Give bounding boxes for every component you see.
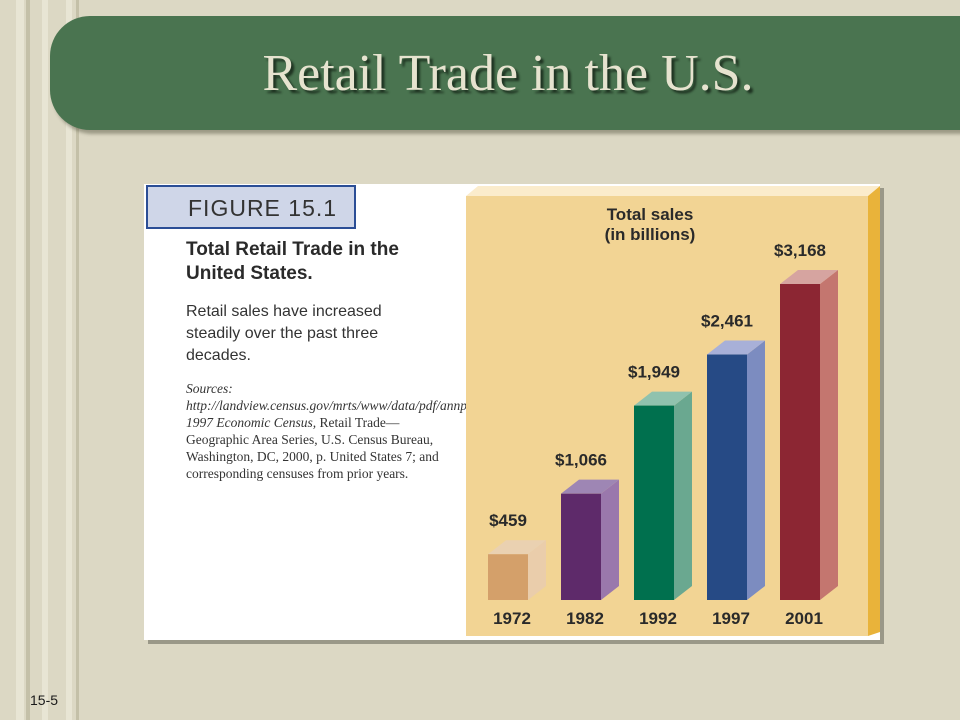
data-label: $1,949 [628,363,680,382]
sources-prefix: Sources: [186,381,233,396]
chart-title-line: (in billions) [605,225,696,244]
bar-side [820,270,838,600]
category-label: 1982 [566,609,604,628]
bar-side [528,540,546,600]
figure-label: FIGURE 15.1 [188,195,338,221]
data-label: $2,461 [701,312,753,331]
data-label: $459 [489,511,527,530]
figure-panel: FIGURE 15.1 Total Retail Trade in the Un… [144,184,880,640]
bar-side [674,391,692,600]
chart-title-line: Total sales [607,205,694,224]
slide-number: 15-5 [30,692,59,708]
decor-stripe-4 [66,0,72,720]
category-label: 1972 [493,609,531,628]
bar [488,554,528,600]
retail-sales-chart: Total sales(in billions) $459 1972 $1,066 19… [466,186,880,636]
figure-label-box: FIGURE 15.1 [146,185,356,229]
sources-rest: Retail Trade—Geographic Area Series, U.S… [186,415,439,481]
chart-bg-top-edge [466,186,880,196]
sources-census: 1997 Economic Census, [186,415,317,430]
bar [634,405,674,600]
figure-heading: Total Retail Trade in the United States. [186,239,399,284]
figure-sources: Sources: http://landview.census.gov/mrts… [186,380,519,482]
bar [707,354,747,600]
decor-stripe-3 [42,0,48,720]
bar-side [747,340,765,600]
figure-description: Retail sales have increased steadily ove… [186,303,382,364]
category-label: 1992 [639,609,677,628]
bar-top [488,540,546,555]
bar [780,284,820,600]
category-label: 1997 [712,609,750,628]
bar-top [561,479,619,494]
slide-title: Retail Trade in the U.S. [262,45,754,102]
bar-top [634,391,692,406]
decor-stripe-2 [26,0,30,720]
decor-stripe-5 [76,0,79,720]
bar-top [780,270,838,284]
data-label: $1,066 [555,451,607,470]
bar-top [707,340,765,355]
category-label: 2001 [785,609,823,628]
decor-stripe-1 [16,0,24,720]
chart-bg-right-edge [868,186,880,636]
sources-url: http://landview.census.gov/mrts/www/data… [186,398,520,413]
bar [561,493,601,600]
header-banner [50,16,960,130]
bar-side [601,479,619,600]
data-label: $3,168 [774,241,826,260]
